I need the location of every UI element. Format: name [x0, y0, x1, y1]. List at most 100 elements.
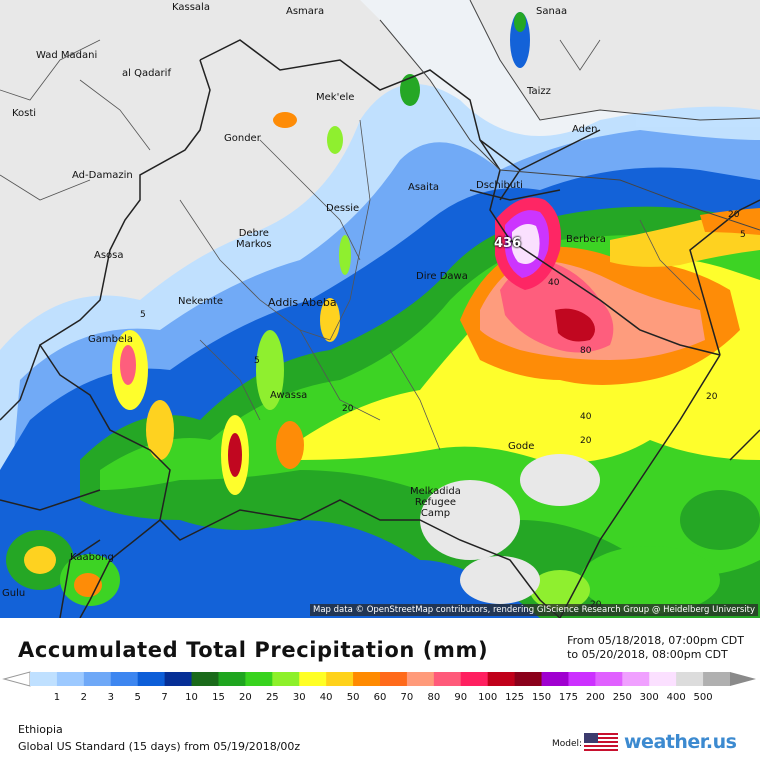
scale-tick-label: 70 [401, 692, 414, 703]
scale-tick-label: 3 [108, 692, 114, 703]
precipitation-map[interactable]: Kassala Asmara Sanaa Wad Madani al Qadar… [0, 0, 760, 618]
scale-swatch [110, 672, 139, 686]
scale-tick-label: 25 [266, 692, 279, 703]
scale-tick-label: 300 [640, 692, 659, 703]
city-label-aden: Aden [572, 124, 598, 135]
city-label-addis-abeba: Addis Abeba [268, 296, 337, 309]
city-label-nekemte: Nekemte [178, 296, 224, 307]
scale-swatch [487, 672, 516, 686]
scale-arrow-low [2, 671, 31, 687]
scale-swatch [433, 672, 462, 686]
city-label-melkadida: Melkadida Refugee Camp [410, 486, 461, 519]
scale-tick-label: 250 [613, 692, 632, 703]
scale-tick-label: 10 [185, 692, 198, 703]
city-label-mekele: Mek'ele [316, 92, 355, 103]
region-name: Ethiopia [18, 723, 63, 736]
map-canvas [0, 0, 760, 618]
scale-tick-label: 400 [667, 692, 686, 703]
scale-swatch [568, 672, 596, 686]
valid-to: to 05/20/2018, 08:00pm CDT [567, 648, 728, 661]
city-label-gonder: Gonder [224, 133, 261, 144]
maximum-value-label: 436 [494, 236, 522, 251]
map-attribution: Map data © OpenStreetMap contributors, r… [310, 604, 758, 616]
scale-swatch [272, 672, 300, 686]
contour-label: 20 [728, 210, 740, 220]
weather-us-logo[interactable]: weather.us [584, 731, 744, 755]
city-label-kosti: Kosti [12, 108, 37, 119]
city-label-kaabong: Kaabong [70, 552, 114, 563]
scale-tick-label: 50 [347, 692, 360, 703]
scale-tick-label: 80 [427, 692, 440, 703]
us-flag-icon [584, 733, 618, 753]
city-label-awassa: Awassa [270, 390, 308, 401]
city-label-asaita: Asaita [408, 182, 440, 193]
city-label-ad-damazin: Ad-Damazin [72, 170, 133, 181]
scale-swatch [514, 672, 543, 686]
city-label-dessie: Dessie [326, 203, 360, 214]
scale-swatch [703, 672, 731, 686]
scale-swatch [406, 672, 435, 686]
scale-swatch [649, 672, 677, 686]
scale-swatch [353, 672, 381, 686]
scale-tick-label: 1 [54, 692, 60, 703]
color-scale: 1 2 3 5 7 10 15 20 25 30 40 50 60 70 80 90 100 125 150 175 2… [2, 671, 756, 703]
scale-tick-label: 2 [81, 692, 87, 703]
scale-swatch [137, 672, 166, 686]
scale-swatch [380, 672, 408, 686]
scale-swatch [676, 672, 704, 686]
contour-label: 5 [140, 310, 146, 320]
scale-arrow-high [730, 672, 756, 686]
scale-tick-label: 200 [586, 692, 605, 703]
scale-swatch [541, 672, 569, 686]
city-label-debre-markos: Debre Markos [236, 228, 272, 250]
city-label-berbera: Berbera [566, 234, 606, 245]
city-label-kassala: Kassala [172, 2, 210, 13]
city-label-gulu: Gulu [2, 588, 26, 599]
legend-footer: Accumulated Total Precipitation (mm) Fro… [0, 618, 760, 760]
city-label-al-qadarif: al Qadarif [122, 68, 171, 79]
scale-swatch [622, 672, 650, 686]
scale-tick-label: 90 [454, 692, 467, 703]
scale-tick-label: 500 [694, 692, 713, 703]
scale-swatch [56, 672, 85, 686]
contour-label: 40 [580, 412, 592, 422]
contour-label: 20 [580, 436, 592, 446]
city-label-asmara: Asmara [286, 6, 325, 17]
scale-tick-label: 60 [374, 692, 387, 703]
model-run-info: Global US Standard (15 days) from 05/19/… [18, 740, 301, 753]
scale-swatch [299, 672, 327, 686]
contour-label: 20 [706, 392, 718, 402]
contour-label: 5 [740, 230, 746, 240]
city-label-wad-madani: Wad Madani [36, 50, 98, 61]
scale-swatch [83, 672, 112, 686]
scale-tick-label: 175 [559, 692, 578, 703]
contour-label: 20 [342, 404, 354, 414]
city-label-asosa: Asosa [94, 250, 124, 261]
valid-time-range: From 05/18/2018, 07:00pm CDT to 05/20/20… [567, 634, 744, 662]
scale-swatch [460, 672, 489, 686]
city-label-dire-dawa: Dire Dawa [416, 271, 468, 282]
city-label-gambela: Gambela [88, 334, 134, 345]
scale-tick-label: 40 [320, 692, 333, 703]
scale-tick-label: 125 [505, 692, 524, 703]
scale-swatch [218, 672, 246, 686]
scale-swatch [326, 672, 354, 686]
map-title: Accumulated Total Precipitation (mm) [18, 638, 489, 662]
brand-name: weather.us [624, 731, 737, 753]
model-label: Model: [552, 739, 583, 749]
scale-swatch [245, 672, 273, 686]
city-label-sanaa: Sanaa [536, 6, 568, 17]
scale-swatch [191, 672, 219, 686]
contour-label: 80 [580, 346, 592, 356]
city-label-dschibuti: Dschibuti [476, 180, 523, 191]
scale-tick-label: 150 [532, 692, 551, 703]
scale-tick-label: 5 [135, 692, 141, 703]
city-label-gode: Gode [508, 441, 535, 452]
contour-label: 40 [548, 278, 560, 288]
scale-tick-label: 20 [239, 692, 252, 703]
city-label-taizz: Taizz [527, 86, 551, 97]
scale-swatch [595, 672, 623, 686]
scale-tick-label: 15 [212, 692, 225, 703]
scale-swatch [164, 672, 193, 686]
scale-tick-label: 100 [478, 692, 497, 703]
